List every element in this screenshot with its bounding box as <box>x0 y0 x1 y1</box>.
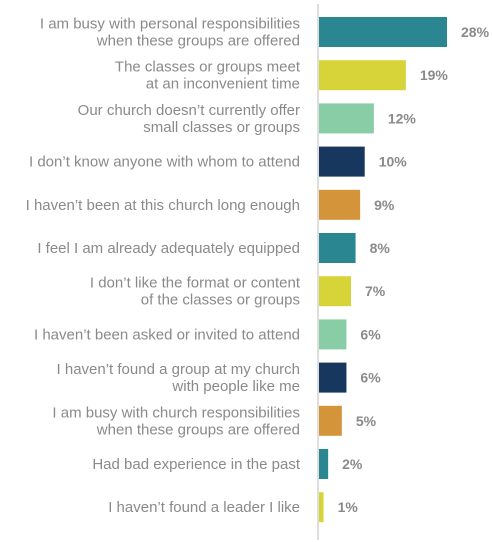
value-label-10: 5% <box>356 413 377 429</box>
value-label-3: 12% <box>388 110 417 126</box>
bar-9 <box>319 362 347 393</box>
category-label-7: I don’t like the format or content of the… <box>90 275 301 309</box>
bar-6 <box>319 233 356 263</box>
value-label-8: 6% <box>360 326 381 342</box>
bar-5 <box>319 189 361 220</box>
bar-3 <box>319 103 374 134</box>
bar-11 <box>319 449 329 479</box>
category-label-10: I am busy with church responsibilities wh… <box>52 404 300 438</box>
value-label-4: 10% <box>379 154 408 170</box>
category-label-6: I feel I am already adequately equipped <box>37 240 300 257</box>
value-label-7: 7% <box>365 283 386 299</box>
bar-4 <box>319 146 365 177</box>
value-label-9: 6% <box>360 370 381 386</box>
bar-7 <box>319 276 351 307</box>
category-label-5: I haven’t been at this church long enoug… <box>26 197 300 214</box>
value-label-6: 8% <box>370 240 391 256</box>
value-label-1: 28% <box>461 24 490 40</box>
value-label-2: 19% <box>420 67 449 83</box>
bar-8 <box>319 319 347 350</box>
category-label-9: I haven’t found a group at my church with… <box>57 361 300 395</box>
bars-group: 28% I am busy with personal responsibilit… <box>26 16 490 523</box>
category-label-4: I don’t know anyone with whom to attend <box>29 154 300 171</box>
bar-12 <box>319 492 324 523</box>
value-label-5: 9% <box>374 197 395 213</box>
value-label-11: 2% <box>342 456 363 472</box>
category-label-12: I haven’t found a leader I like <box>108 499 300 516</box>
bar-2 <box>319 60 406 91</box>
category-label-2: The classes or groups meet at an inconven… <box>115 59 301 93</box>
category-label-11: Had bad experience in the past <box>92 456 300 473</box>
category-label-1: I am busy with personal responsibilities… <box>40 16 300 50</box>
bar-1 <box>319 17 447 47</box>
bar-10 <box>319 405 342 436</box>
category-label-3: Our church doesn’t currently offer small … <box>78 102 300 136</box>
category-label-8: I haven’t been asked or invited to atten… <box>34 326 300 343</box>
value-label-12: 1% <box>338 499 359 515</box>
